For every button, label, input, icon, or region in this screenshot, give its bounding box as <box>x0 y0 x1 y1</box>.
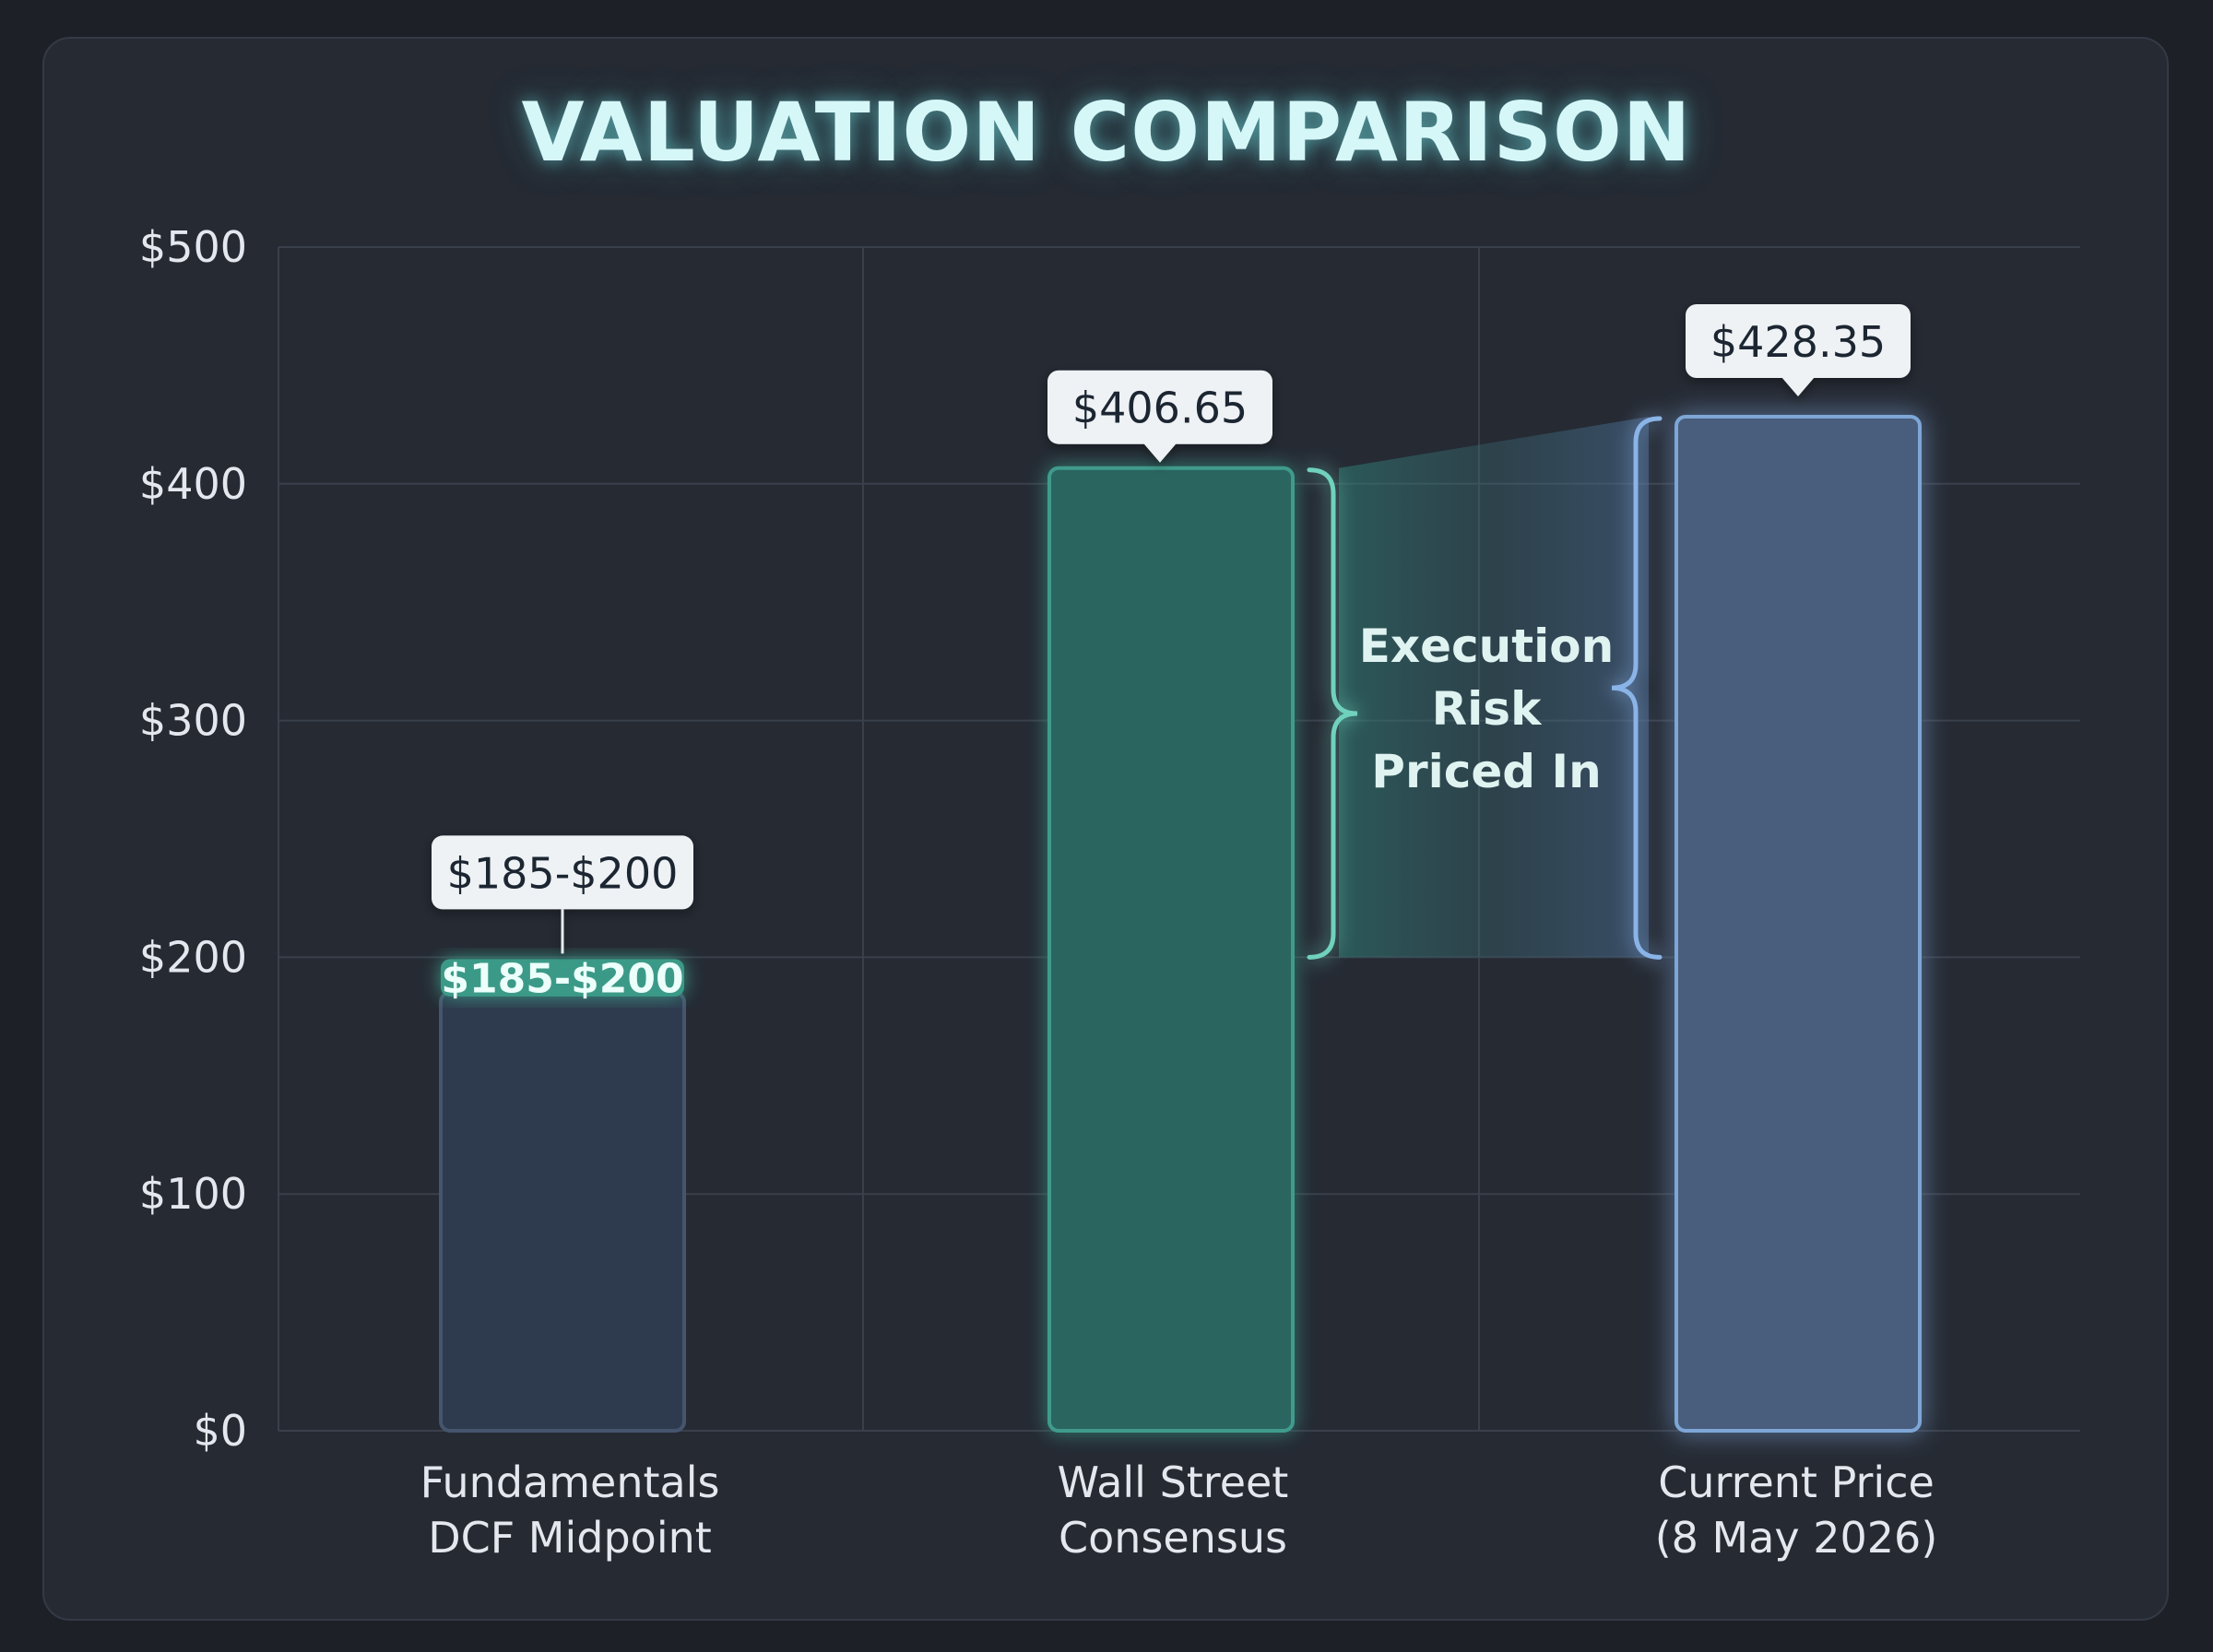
data-label-current-text: $428.35 <box>1710 317 1886 367</box>
annotation-line: Execution <box>1359 620 1615 673</box>
x-category-label: DCF Midpoint <box>428 1513 712 1563</box>
bracket-consensus <box>1307 467 1358 960</box>
data-label-consensus-pointer <box>1143 442 1177 463</box>
labels: $0 $100 $200 $300 $400 $500 $185-$200 $185-$200… <box>139 222 1937 1563</box>
bracket-current <box>1611 416 1663 960</box>
annotation-line: Risk <box>1432 682 1543 736</box>
priced-in-band <box>1339 416 1649 958</box>
bars <box>439 414 1922 1434</box>
data-label-consensus: $406.65 <box>1047 370 1272 463</box>
y-tick-label: $500 <box>139 222 247 272</box>
data-label-current-pointer <box>1781 376 1815 396</box>
y-tick-label: $200 <box>139 932 247 982</box>
range-band <box>441 959 684 997</box>
annotation-line: Priced In <box>1371 745 1601 798</box>
data-label-current-box <box>1686 303 1911 378</box>
data-label-fundamentals-box <box>432 835 693 910</box>
y-tick-label: $300 <box>139 696 247 746</box>
data-label-fundamentals: $185-$200 <box>432 835 693 954</box>
data-label-fundamentals-text: $185-$200 <box>447 848 679 898</box>
x-category-label: Wall Street <box>1058 1457 1289 1507</box>
y-tick-label: $400 <box>139 459 247 509</box>
data-label-consensus-text: $406.65 <box>1072 384 1248 433</box>
chart-title: VALUATION COMPARISON <box>521 85 1692 180</box>
x-category-label: Current Price <box>1658 1457 1935 1507</box>
bar-current-price <box>1675 414 1922 1433</box>
y-tick-label: $100 <box>139 1169 247 1219</box>
data-label-consensus-box <box>1047 370 1272 444</box>
bar-wall-street-consensus <box>1047 466 1295 1434</box>
x-category-label: Consensus <box>1059 1513 1287 1563</box>
x-category-label: Fundamentals <box>420 1457 720 1507</box>
range-band-label: $185-$200 <box>441 956 683 1003</box>
bar-fundamentals <box>439 990 686 1434</box>
gap-area <box>1339 416 1649 958</box>
x-category-label: (8 May 2026) <box>1655 1513 1938 1563</box>
data-label-current: $428.35 <box>1686 303 1911 396</box>
y-tick-label: $0 <box>193 1406 247 1456</box>
